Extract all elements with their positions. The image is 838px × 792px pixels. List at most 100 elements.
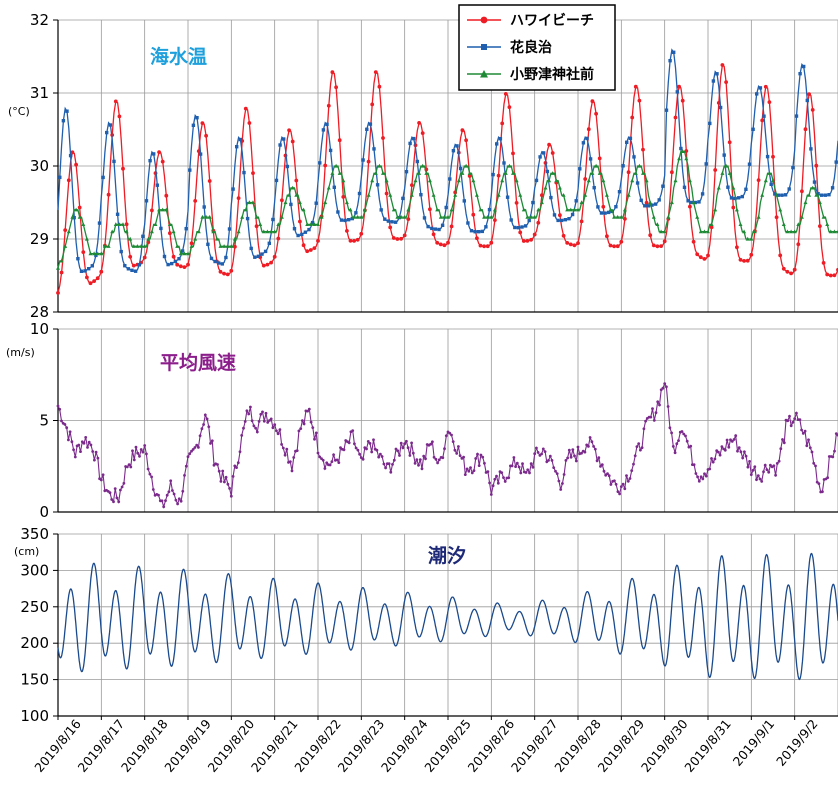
series-hawaii-point	[626, 170, 631, 175]
series-hanarako-point	[715, 72, 719, 76]
wind-speed-point	[70, 440, 74, 444]
series-hanarako-point	[328, 148, 333, 153]
wind-speed-point	[353, 442, 356, 446]
series-onotsu-point	[88, 251, 93, 256]
wind-speed-point	[680, 430, 684, 433]
series-hawaii-point	[655, 244, 660, 249]
series-hawaii-point	[95, 276, 100, 281]
series-hanarako-point	[130, 268, 134, 272]
wind-speed-point	[207, 425, 211, 429]
series-hawaii-point	[644, 200, 649, 205]
series-hanarako-point	[393, 220, 398, 224]
series-onotsu	[56, 149, 838, 270]
wind-speed-point	[129, 465, 133, 469]
series-onotsu-point	[139, 244, 144, 248]
series-onotsu-point	[106, 244, 111, 248]
wind-speed-point	[457, 445, 460, 448]
series-hanarako-point	[704, 162, 708, 166]
wind-speed-point	[800, 428, 803, 432]
series-hanarako-point	[787, 187, 791, 191]
series-hanarako-point	[758, 86, 763, 90]
series-hanarako-point	[690, 200, 694, 205]
series-hawaii-point	[233, 244, 237, 249]
series-onotsu-point	[381, 171, 385, 175]
series-hawaii-point	[204, 133, 209, 138]
series-hawaii-point	[334, 85, 338, 90]
y-tick-label: 150	[20, 671, 49, 689]
wind-speed-point	[782, 441, 786, 445]
series-hawaii-point	[131, 263, 136, 268]
wind-speed-point	[429, 442, 433, 446]
series-onotsu-point	[579, 200, 584, 205]
series-hawaii-point	[186, 262, 190, 267]
title-tide: 潮汐	[428, 544, 466, 567]
series-tide	[57, 552, 838, 681]
series-onotsu-point	[471, 178, 476, 183]
legend: ハワイビーチ 花良治 小野津神社前	[458, 4, 616, 91]
series-hanarako-point	[834, 160, 838, 164]
wind-speed-point	[467, 469, 471, 473]
series-onotsu-point	[269, 229, 274, 234]
wind-speed-point	[535, 446, 538, 450]
series-hanarako-point	[123, 264, 127, 268]
series-onotsu-point	[568, 207, 573, 212]
series-onotsu-point	[449, 207, 454, 212]
wind-speed-point	[453, 448, 457, 452]
series-onotsu-point	[117, 222, 122, 226]
series-onotsu-point	[496, 193, 501, 197]
series-hanarako-point	[83, 269, 87, 273]
series-onotsu-point	[171, 229, 176, 234]
series-hanarako-point	[563, 218, 568, 222]
wind-speed-point	[323, 467, 327, 470]
series-hawaii-point	[305, 249, 310, 254]
series-onotsu-point	[644, 178, 649, 183]
wind-speed-point	[607, 474, 611, 478]
wind-speed-point	[526, 468, 530, 472]
wind-speed-point	[94, 450, 98, 454]
series-hanarako-point	[578, 167, 582, 171]
wind-speed-point	[588, 436, 592, 439]
series-hanarako-point	[282, 137, 286, 141]
wind-speed-point	[283, 453, 287, 457]
wind-speed-point	[675, 442, 679, 446]
series-hanarako-point	[791, 165, 795, 170]
wind-speed-point	[600, 463, 604, 467]
series-hawaii-point	[677, 84, 681, 89]
series-onotsu-point	[391, 207, 396, 212]
wind-speed-point	[259, 412, 263, 416]
wind-speed-point	[489, 493, 493, 496]
wind-speed-point	[183, 474, 186, 477]
wind-speed-point	[637, 442, 641, 445]
series-hanarako-point	[202, 205, 206, 209]
series-onotsu-point	[178, 251, 183, 256]
wind-speed-point	[566, 456, 569, 460]
series-hanarako-point	[617, 190, 622, 194]
series-hanarako-point	[751, 127, 755, 131]
series-onotsu-point	[207, 214, 212, 219]
series-hawaii-point	[511, 151, 515, 156]
wind-speed-point	[226, 482, 230, 486]
series-hawaii-point	[763, 84, 768, 89]
wind-speed-point	[405, 439, 408, 443]
series-hawaii-point	[251, 171, 255, 176]
series-hawaii-point	[345, 229, 349, 233]
series-hanarako-point	[639, 198, 643, 202]
series-onotsu-point	[334, 163, 339, 168]
y-tick-label: 5	[39, 412, 49, 430]
wind-speed-point	[193, 446, 197, 449]
series-hawaii-point	[417, 121, 421, 125]
series-hanarako-point	[177, 257, 181, 261]
wind-speed-point	[701, 477, 705, 481]
series-hanarako-point	[762, 114, 766, 118]
series-onotsu-point	[236, 229, 241, 234]
wind-speed-point	[557, 479, 561, 483]
wind-speed-point	[401, 446, 405, 450]
series-onotsu-point	[305, 222, 310, 226]
series-hanarako-point	[87, 267, 91, 271]
series-hanarako-point	[711, 79, 716, 83]
series-onotsu-point	[74, 207, 79, 212]
series-hanarako-point	[747, 162, 752, 166]
series-hanarako-point	[437, 227, 441, 232]
series-onotsu-point	[799, 214, 804, 219]
series-onotsu-point	[637, 163, 642, 168]
